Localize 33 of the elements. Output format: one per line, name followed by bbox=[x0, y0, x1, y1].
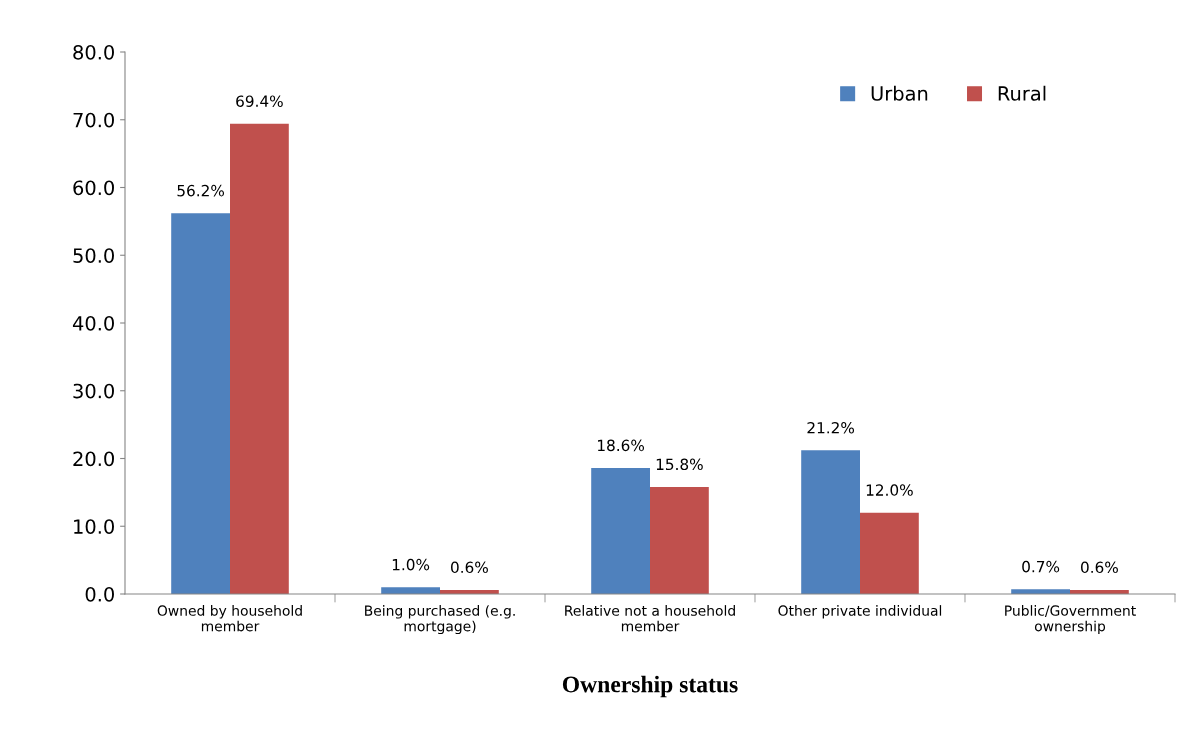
bar bbox=[171, 213, 230, 594]
y-tick-label: 60.0 bbox=[73, 180, 114, 196]
y-tick-label: 0.0 bbox=[85, 586, 114, 602]
data-label: 0.7% bbox=[1022, 560, 1060, 573]
y-tick-label: 40.0 bbox=[72, 315, 114, 331]
x-tick-label: Public/Government ownership bbox=[1005, 605, 1136, 635]
data-label: 0.6% bbox=[451, 561, 488, 574]
data-label: 12.0% bbox=[866, 484, 913, 496]
bar bbox=[860, 512, 919, 594]
data-label: 0.6% bbox=[1081, 561, 1118, 574]
bar bbox=[801, 450, 860, 594]
y-tick-label: 70.0 bbox=[73, 112, 114, 128]
y-tick-label: 80.0 bbox=[73, 44, 114, 60]
x-tick-label: Relative not a household member bbox=[565, 605, 735, 632]
y-tick-label: 10.0 bbox=[74, 519, 114, 534]
x-tick-label: Being purchased (e.g. mortgage) bbox=[365, 605, 515, 635]
data-label: 15.8% bbox=[656, 458, 703, 471]
y-tick-label: 20.0 bbox=[73, 451, 114, 467]
data-label: 69.4% bbox=[236, 95, 283, 107]
data-label: 1.0% bbox=[392, 558, 430, 571]
data-label: 56.2% bbox=[177, 184, 225, 197]
x-tick-label: Owned by household member bbox=[157, 605, 302, 632]
data-label: 21.2% bbox=[807, 421, 855, 434]
legend-label: Urban bbox=[871, 85, 928, 101]
x-tick-label: Other private individual bbox=[778, 605, 942, 619]
x-axis-title: Ownership status bbox=[562, 675, 738, 698]
y-tick-label: 50.0 bbox=[73, 248, 114, 263]
bar bbox=[591, 467, 650, 594]
legend-label: Rural bbox=[998, 85, 1046, 101]
y-tick-label: 30.0 bbox=[73, 383, 114, 399]
bar bbox=[230, 123, 289, 594]
data-label: 18.6% bbox=[598, 439, 645, 452]
bar bbox=[650, 486, 709, 594]
